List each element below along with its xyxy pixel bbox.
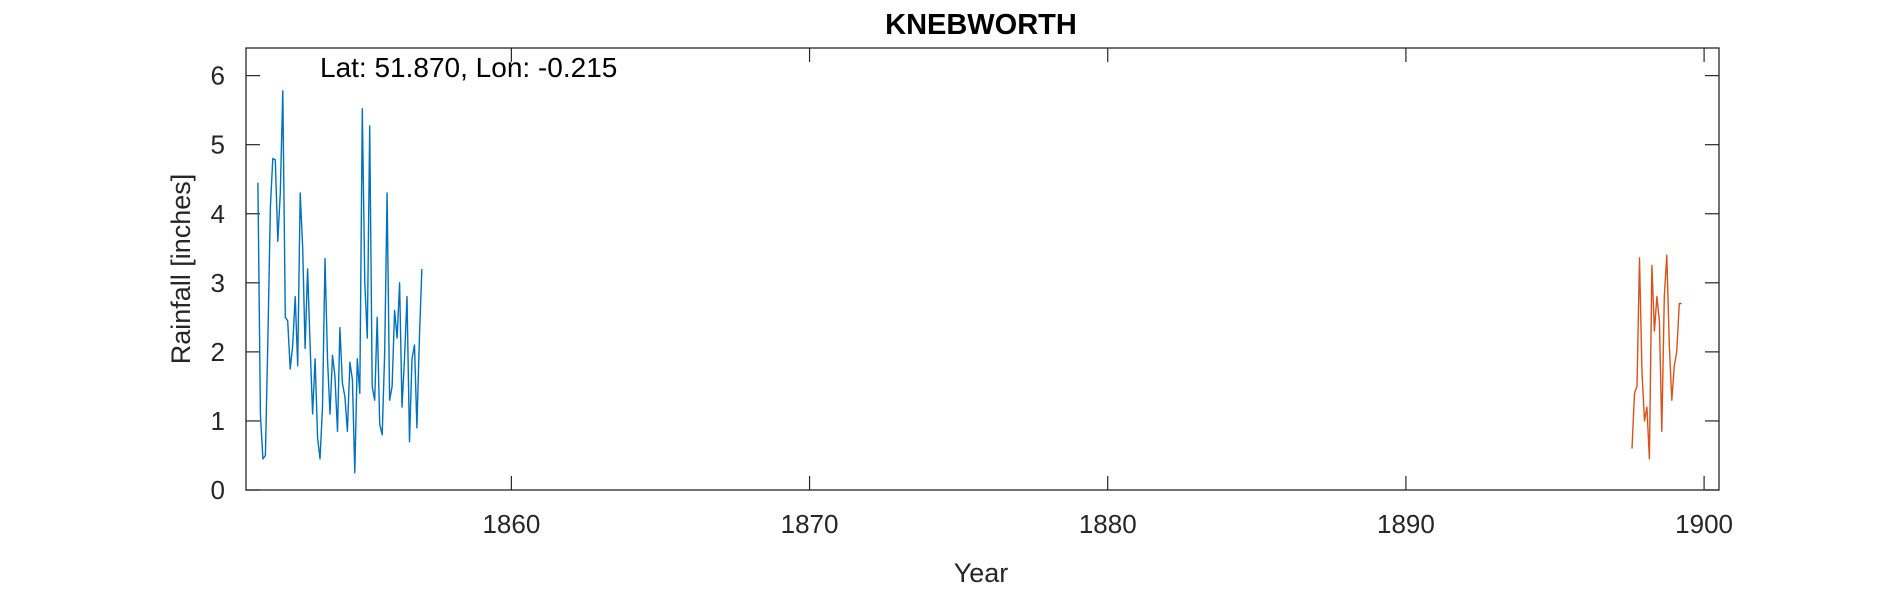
- location-annotation: Lat: 51.870, Lon: -0.215: [320, 52, 617, 83]
- y-tick-label: 4: [211, 199, 225, 229]
- y-axis-label: Rainfall [inches]: [166, 174, 196, 365]
- y-tick-label: 1: [211, 406, 225, 436]
- x-tick-label: 1860: [482, 509, 540, 539]
- series-line-2: [1631, 254, 1682, 460]
- chart-title: KNEBWORTH: [885, 9, 1077, 41]
- x-tick-label: 1900: [1675, 509, 1733, 539]
- x-tick-label: 1880: [1079, 509, 1137, 539]
- x-tick-label: 1870: [781, 509, 839, 539]
- axis-ticks: [246, 48, 1719, 491]
- y-tick-label: 6: [211, 61, 225, 91]
- data-series: [257, 90, 1682, 474]
- plot-area: [245, 47, 1720, 491]
- x-tick-label: 1890: [1377, 509, 1435, 539]
- y-tick-label: 3: [211, 268, 225, 298]
- x-axis-label: Year: [954, 558, 1009, 588]
- series-line-1: [257, 90, 423, 474]
- y-tick-label: 0: [211, 475, 225, 505]
- y-tick-label: 2: [211, 337, 225, 367]
- axis-tick-labels: 1860 1870 1880 1890 1900 0 1 2 3 4 5 6: [211, 61, 1733, 539]
- y-tick-label: 5: [211, 130, 225, 160]
